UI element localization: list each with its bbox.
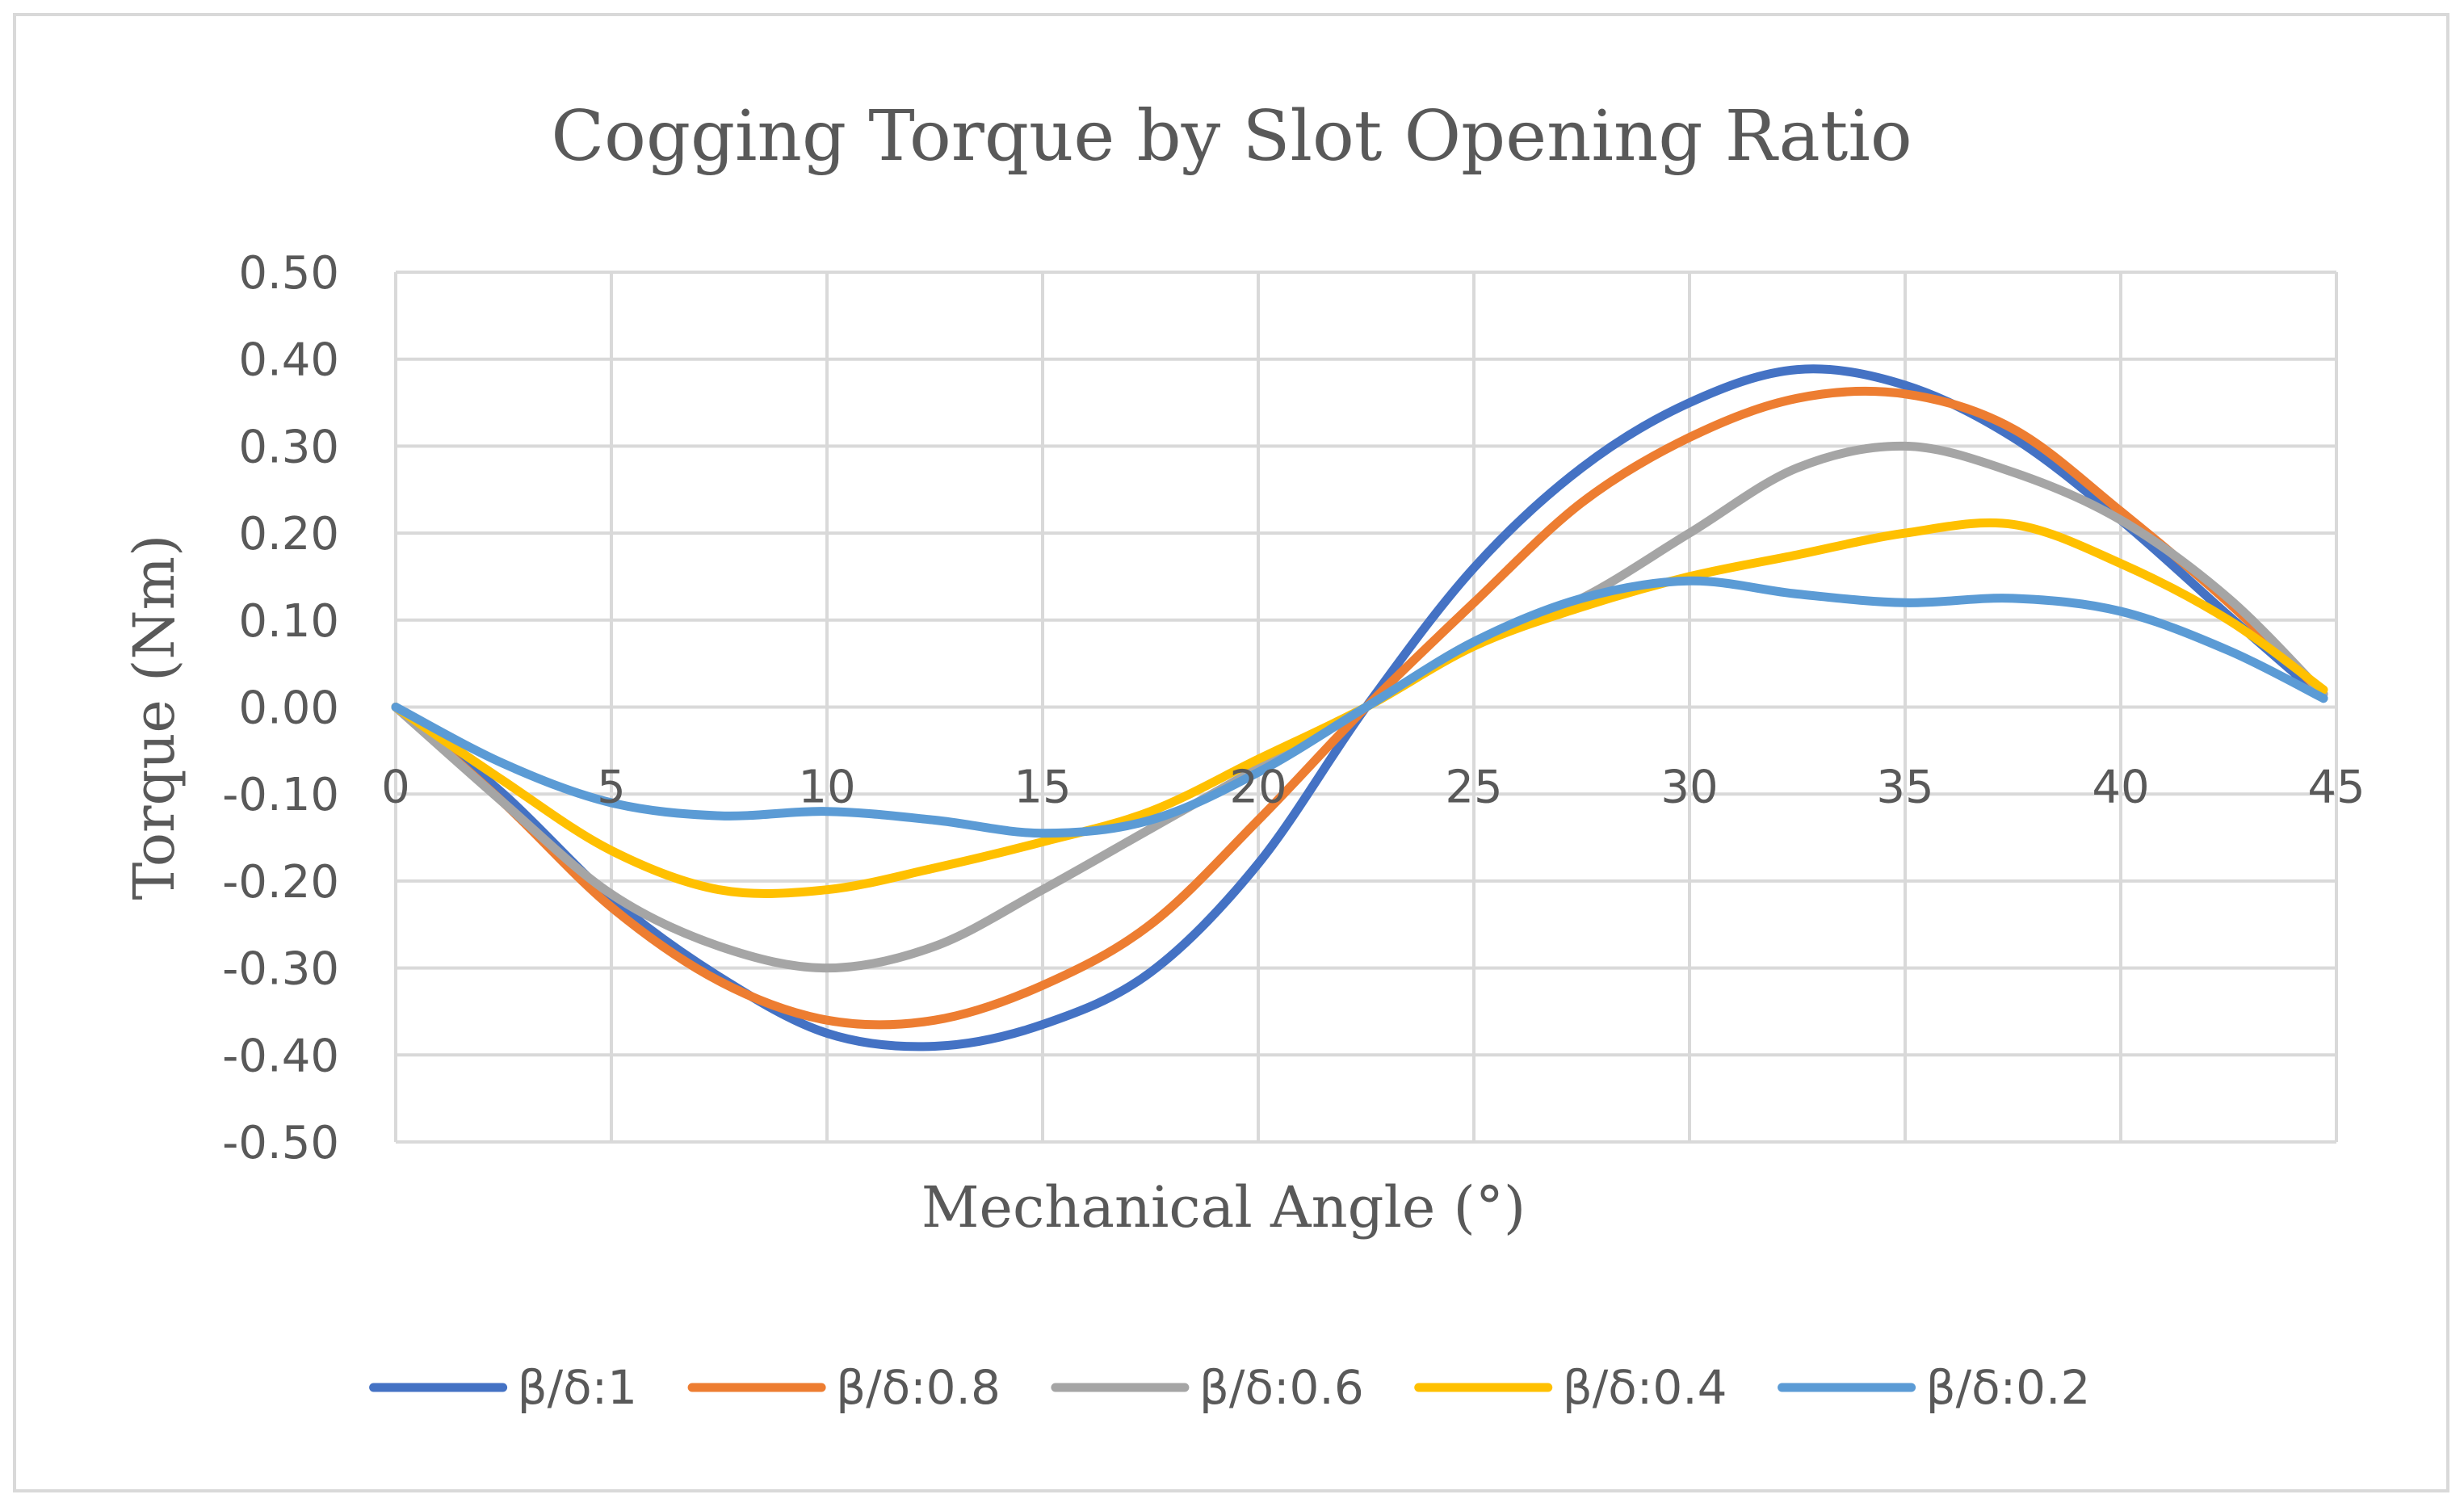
y-tick-label: 0.00 [238, 682, 339, 735]
x-tick-label: 40 [2092, 762, 2149, 814]
legend-item: β/δ:0.2 [1778, 1360, 2091, 1415]
legend: β/δ:1 β/δ:0.8 β/δ:0.6 β/δ:0.4 β/δ:0.2 [369, 1360, 2091, 1415]
legend-label: β/δ:0.2 [1926, 1360, 2091, 1415]
grid-lines [394, 271, 2338, 1144]
legend-item: β/δ:0.8 [687, 1360, 1001, 1415]
y-tick-label: -0.30 [222, 943, 339, 996]
x-tick-label: 0 [381, 762, 410, 814]
x-tick-label: 35 [1876, 762, 1933, 814]
x-tick-label: 25 [1445, 762, 1502, 814]
chart-title: Cogging Torque by Slot Opening Ratio [551, 96, 1912, 177]
y-tick-label: 0.20 [238, 508, 339, 560]
legend-item: β/δ:1 [369, 1360, 637, 1415]
series-line-5 [391, 576, 2328, 838]
x-tick-label: 15 [1014, 762, 1071, 814]
series-lines [391, 364, 2328, 1052]
legend-item: β/δ:0.6 [1051, 1360, 1364, 1415]
x-tick-label: 45 [2307, 762, 2365, 814]
x-tick-label: 5 [597, 762, 626, 814]
x-tick-label: 30 [1660, 762, 1718, 814]
y-tick-label: 0.40 [238, 334, 339, 387]
y-tick-label: -0.10 [222, 769, 339, 821]
legend-label: β/δ:0.6 [1199, 1360, 1364, 1415]
legend-item: β/δ:0.4 [1414, 1360, 1727, 1415]
tick-labels: 0.50 0.40 0.30 0.20 0.10 0.00 -0.10 -0.20 -0.30 -… [222, 247, 2365, 1169]
y-axis-title: Torque (Nm) [121, 535, 187, 900]
y-tick-label: 0.10 [238, 595, 339, 648]
x-tick-label: 10 [798, 762, 855, 814]
legend-label: β/δ:1 [518, 1360, 637, 1415]
x-tick-label: 20 [1229, 762, 1287, 814]
y-tick-label: 0.50 [238, 247, 339, 300]
chart-frame [13, 13, 2449, 1492]
y-tick-label: 0.30 [238, 421, 339, 473]
legend-label: β/δ:0.8 [836, 1360, 1001, 1415]
x-axis-title: Mechanical Angle (°) [921, 1174, 1526, 1240]
y-tick-label: -0.20 [222, 856, 339, 909]
y-tick-label: -0.40 [222, 1030, 339, 1082]
legend-label: β/δ:0.4 [1563, 1360, 1727, 1415]
y-tick-label: -0.50 [222, 1117, 339, 1169]
